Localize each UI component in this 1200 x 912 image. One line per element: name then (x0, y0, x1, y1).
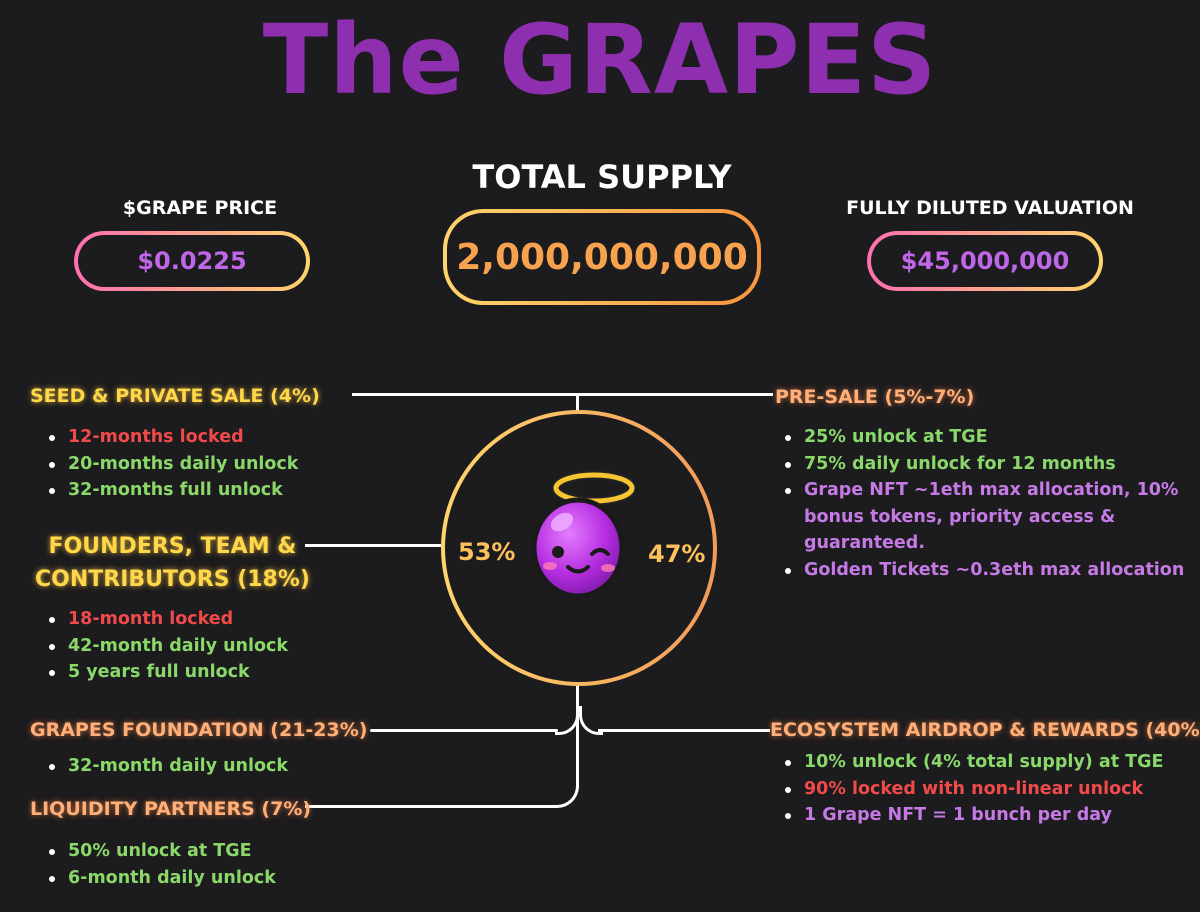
ecosystem-title: ECOSYSTEM AIRDROP & REWARDS (40%) (770, 719, 1200, 741)
grape-mascot-icon (531, 470, 637, 599)
connector-founders (305, 544, 441, 547)
list-item: 42-month daily unlock (48, 633, 288, 660)
connector-foundation (370, 729, 558, 732)
list-item: 50% unlock at TGE (49, 838, 276, 865)
founders-title-line1: FOUNDERS, TEAM & (48, 534, 297, 559)
price-label: $GRAPE PRICE (122, 197, 278, 219)
supply-pill: 2,000,000,000 (443, 209, 761, 305)
supply-label: TOTAL SUPPLY (472, 158, 732, 196)
founders-list: 18-month locked 42-month daily unlock 5 … (30, 606, 288, 686)
right-percentage: 47% (648, 540, 706, 568)
ecosystem-list: 10% unlock (4% total supply) at TGE 90% … (766, 749, 1163, 829)
connector-ecosystem-curve (579, 706, 603, 735)
page-title: The GRAPES (262, 4, 938, 116)
list-item: 1 Grape NFT = 1 bunch per day (784, 802, 1163, 829)
list-item: Golden Tickets ~0.3eth max allocation (785, 557, 1200, 584)
list-item: 6-month daily unlock (49, 865, 276, 892)
list-item: 32-months full unlock (48, 477, 298, 504)
fdv-value: $45,000,000 (900, 247, 1070, 275)
fdv-label: FULLY DILUTED VALUATION (846, 197, 1134, 219)
list-item: 20-months daily unlock (48, 451, 298, 478)
foundation-list: 32-month daily unlock (30, 753, 288, 780)
list-item: 75% daily unlock for 12 months (785, 451, 1200, 478)
list-item: 10% unlock (4% total supply) at TGE (784, 749, 1163, 776)
list-item: 32-month daily unlock (48, 753, 288, 780)
founders-title-line2: CONTRIBUTORS (18%) (35, 567, 310, 592)
founders-title: FOUNDERS, TEAM & CONTRIBUTORS (18%) (30, 530, 315, 596)
connector-liquidity (305, 780, 579, 808)
list-item: 90% locked with non-linear unlock (784, 776, 1163, 803)
fdv-pill: $45,000,000 (867, 231, 1103, 291)
liquidity-list: 50% unlock at TGE 6-month daily unlock (30, 838, 276, 891)
presale-list: 25% unlock at TGE 75% daily unlock for 1… (766, 424, 1200, 583)
supply-value: 2,000,000,000 (456, 236, 748, 278)
foundation-title: GRAPES FOUNDATION (21-23%) (30, 719, 368, 741)
connector-lower-stem (576, 724, 579, 788)
list-item: 12-months locked (48, 424, 298, 451)
price-value: $0.0225 (137, 247, 247, 275)
list-item: Grape NFT ~1eth max allocation, 10% bonu… (785, 477, 1200, 557)
list-item: 5 years full unlock (48, 659, 288, 686)
left-percentage: 53% (458, 538, 516, 566)
connector-seed (352, 393, 578, 396)
connector-presale (577, 393, 773, 396)
seed-title: SEED & PRIVATE SALE (4%) (30, 385, 320, 407)
price-pill: $0.0225 (74, 231, 310, 291)
connector-bottom-stem (576, 686, 579, 724)
liquidity-title: LIQUIDITY PARTNERS (7%) (30, 798, 312, 820)
list-item: 25% unlock at TGE (785, 424, 1200, 451)
connector-ecosystem (598, 729, 770, 732)
seed-list: 12-months locked 20-months daily unlock … (30, 424, 298, 504)
presale-title: PRE-SALE (5%-7%) (775, 386, 975, 408)
connector-top-stem (576, 393, 579, 411)
list-item: 18-month locked (48, 606, 288, 633)
